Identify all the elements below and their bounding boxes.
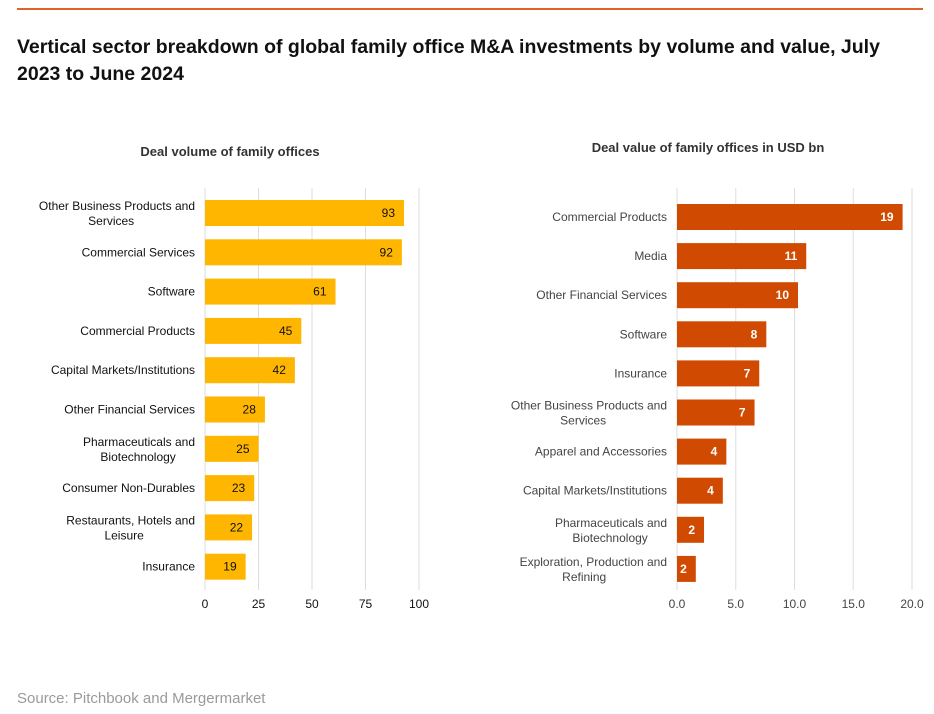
- x-tick-label: 20.0: [900, 597, 924, 611]
- category-label: Exploration, Production and: [520, 555, 667, 569]
- bar: [677, 399, 755, 426]
- category-label: Software: [148, 285, 196, 299]
- bar: [677, 438, 727, 465]
- data-label: 25: [236, 442, 250, 456]
- data-label: 61: [313, 285, 327, 299]
- bar: [205, 357, 295, 384]
- category-label: Apparel and Accessories: [535, 445, 667, 459]
- category-label: Commercial Products: [552, 210, 667, 224]
- category-label: Services: [88, 214, 134, 228]
- data-label: 2: [680, 562, 687, 576]
- bar: [677, 516, 705, 543]
- bar: [677, 477, 723, 504]
- top-rule: [17, 8, 923, 10]
- bar: [205, 435, 259, 462]
- x-tick-label: 10.0: [783, 597, 807, 611]
- category-label: Commercial Products: [80, 324, 195, 338]
- category-label: Refining: [562, 570, 606, 584]
- category-label: Commercial Services: [82, 245, 195, 259]
- data-label: 28: [243, 403, 257, 417]
- category-label: Pharmaceuticals and: [83, 435, 195, 449]
- bar: [205, 278, 336, 305]
- data-label: 11: [785, 249, 798, 263]
- bar: [205, 239, 402, 266]
- category-label: Restaurants, Hotels and: [66, 513, 195, 527]
- x-tick-label: 25: [252, 597, 266, 611]
- data-label: 10: [776, 288, 790, 302]
- x-tick-label: 50: [305, 597, 319, 611]
- x-tick-label: 75: [359, 597, 373, 611]
- page-title: Vertical sector breakdown of global fami…: [17, 36, 880, 85]
- data-label: 8: [751, 327, 758, 341]
- category-label: Capital Markets/Institutions: [51, 363, 195, 377]
- chart-title: Deal value of family offices in USD bn: [592, 140, 825, 155]
- bar: [677, 321, 767, 348]
- data-label: 4: [707, 484, 714, 498]
- bar: [205, 475, 255, 502]
- data-label: 7: [744, 366, 751, 380]
- x-tick-label: 100: [409, 597, 429, 611]
- bar: [677, 555, 696, 582]
- data-label: 45: [279, 324, 293, 338]
- data-label: 22: [230, 520, 244, 534]
- source-note: Source: Pitchbook and Mergermarket: [17, 690, 266, 707]
- category-label: Insurance: [614, 366, 667, 380]
- category-label: Capital Markets/Institutions: [523, 484, 667, 498]
- data-label: 4: [711, 445, 718, 459]
- bar: [205, 553, 246, 580]
- category-label: Biotechnology: [100, 450, 175, 464]
- bar: [677, 282, 799, 309]
- data-label: 19: [880, 210, 894, 224]
- bar: [677, 243, 807, 270]
- data-label: 93: [382, 206, 396, 220]
- bar: [205, 200, 405, 226]
- category-label: Media: [634, 249, 667, 263]
- chart-title: Deal volume of family offices: [140, 144, 319, 159]
- category-label: Pharmaceuticals and: [555, 516, 667, 530]
- data-label: 42: [273, 363, 287, 377]
- category-label: Leisure: [104, 528, 144, 542]
- bar: [205, 514, 253, 541]
- category-label: Software: [620, 327, 668, 341]
- category-label: Other Financial Services: [536, 288, 667, 302]
- x-tick-label: 5.0: [727, 597, 744, 611]
- category-label: Other Business Products and: [511, 399, 667, 413]
- category-label: Consumer Non-Durables: [62, 481, 195, 495]
- x-tick-label: 15.0: [842, 597, 866, 611]
- bar: [205, 396, 265, 423]
- category-label: Other Business Products and: [39, 199, 195, 213]
- category-label: Insurance: [142, 560, 195, 574]
- x-tick-label: 0.0: [669, 597, 686, 611]
- data-label: 7: [739, 406, 746, 420]
- data-label: 92: [380, 245, 394, 259]
- category-label: Services: [560, 414, 606, 428]
- category-label: Other Financial Services: [64, 403, 195, 417]
- bar: [205, 317, 302, 344]
- data-label: 19: [223, 560, 237, 574]
- data-label: 2: [688, 523, 695, 537]
- category-label: Biotechnology: [572, 531, 647, 545]
- bar: [677, 360, 760, 387]
- data-label: 23: [232, 481, 246, 495]
- x-tick-label: 0: [202, 597, 209, 611]
- bar: [677, 204, 903, 230]
